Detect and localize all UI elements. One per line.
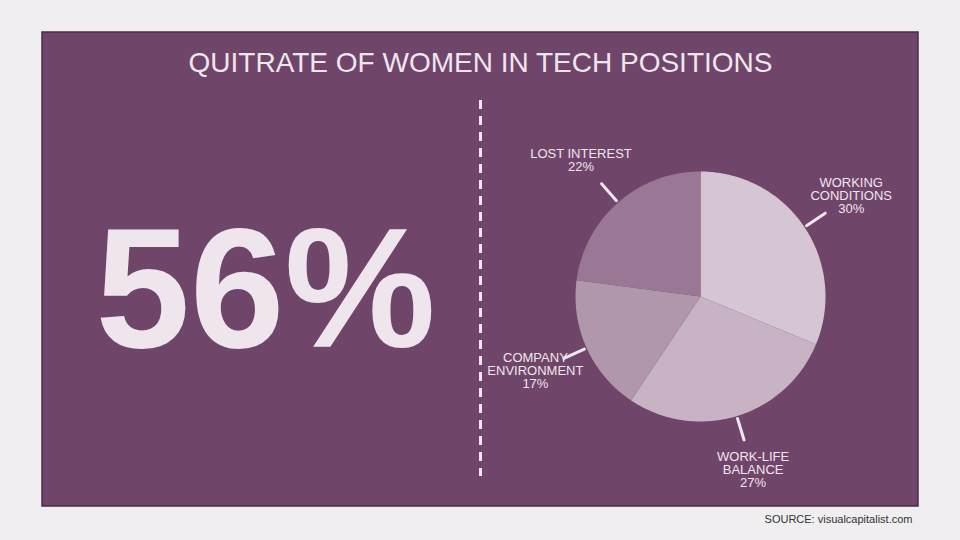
svg-text:LOST INTEREST22%: LOST INTEREST22% [530, 146, 632, 174]
svg-text:SOURCE: visualcapitalist.com: SOURCE: visualcapitalist.com [765, 513, 913, 525]
svg-text:COMPANYENVIRONMENT17%: COMPANYENVIRONMENT17% [487, 350, 583, 391]
svg-text:WORK-LIFEBALANCE27%: WORK-LIFEBALANCE27% [717, 449, 790, 490]
svg-text:QUITRATE OF WOMEN IN TECH POSI: QUITRATE OF WOMEN IN TECH POSITIONS [189, 47, 773, 78]
svg-text:56%: 56% [95, 193, 435, 383]
svg-text:WORKINGCONDITIONS30%: WORKINGCONDITIONS30% [810, 175, 892, 216]
